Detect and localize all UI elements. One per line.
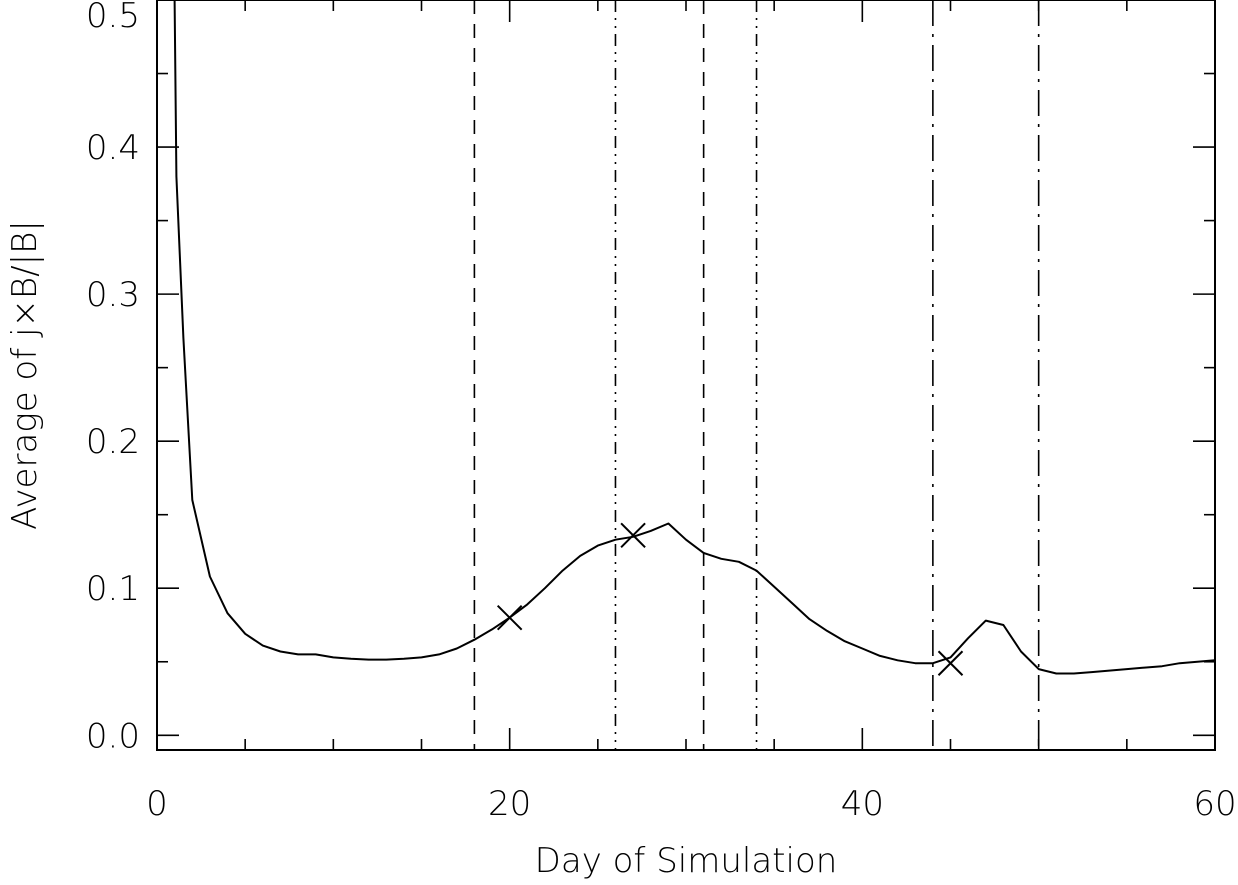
y-tick-label: 0.3 [86,275,140,315]
x-marker-0 [496,604,523,631]
y-tick-label: 0.4 [86,128,140,168]
cross-markers [496,522,964,676]
y-tick-label: 0.5 [86,0,140,36]
series-line-0 [173,0,1216,675]
y-tick-label: 0.2 [86,422,140,462]
x-marker-1 [620,522,646,549]
x-marker-2 [937,650,964,676]
y-axis-title: Average of j×B/|B| [5,220,45,530]
vertical-reference-lines [473,0,1040,750]
x-tick-label: 0 [146,784,168,824]
x-tick-labels: 0 20 40 60 [146,784,1236,824]
x-tick-label: 60 [1193,784,1236,824]
plot-frame [156,0,1216,751]
data-series [173,0,1216,675]
y-tick-label: 0.1 [86,569,140,609]
axis-ticks [156,0,1216,750]
x-axis-title: Day of Simulation [535,841,838,881]
y-tick-label: 0.0 [86,716,140,756]
y-tick-labels: 0.0 0.1 0.2 0.3 0.4 0.5 [86,0,140,756]
x-tick-label: 20 [488,784,531,824]
x-tick-label: 40 [841,784,884,824]
